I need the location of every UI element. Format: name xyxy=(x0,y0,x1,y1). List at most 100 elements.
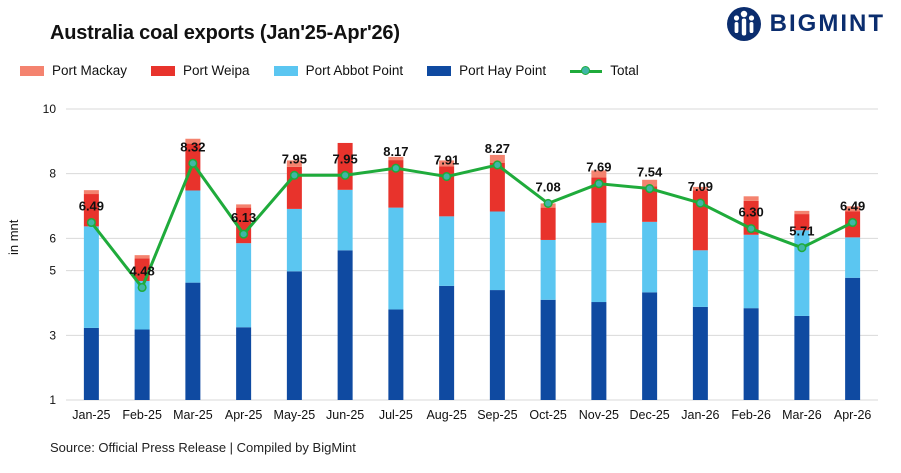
bar-port-hay-point xyxy=(134,329,150,400)
bar-port-mackay xyxy=(692,186,708,191)
bar-port-abbot-point xyxy=(794,230,810,316)
total-point xyxy=(239,229,249,239)
y-tick-label: 5 xyxy=(49,264,56,278)
legend-item-port-abbot-point: Port Abbot Point xyxy=(273,63,404,78)
brand-logo: BIGMINT xyxy=(726,6,885,42)
bar-port-mackay xyxy=(134,255,150,259)
total-data-label: 7.69 xyxy=(586,160,611,175)
total-point xyxy=(695,198,705,208)
total-data-label: 6.30 xyxy=(738,205,763,220)
y-tick-label: 3 xyxy=(49,328,56,342)
y-tick-label: 8 xyxy=(49,167,56,181)
total-point xyxy=(391,163,401,173)
bar-port-abbot-point xyxy=(388,207,404,310)
brand-name: BIGMINT xyxy=(769,10,885,37)
bar-port-abbot-point xyxy=(743,234,759,309)
total-point xyxy=(848,217,858,228)
bar-port-abbot-point xyxy=(439,216,455,286)
chart-legend: Port Mackay Port Weipa Port Abbot Point Por… xyxy=(20,63,663,78)
y-tick-label: 6 xyxy=(49,231,56,245)
total-point xyxy=(746,224,756,234)
bar-port-mackay xyxy=(83,190,99,195)
x-tick-label: Mar-25 xyxy=(173,408,213,422)
bar-port-abbot-point xyxy=(489,211,505,291)
bar-port-weipa xyxy=(489,162,505,212)
total-data-label: 5.71 xyxy=(789,224,814,239)
total-point xyxy=(340,170,350,180)
bar-port-mackay xyxy=(439,160,455,167)
total-data-label: 7.91 xyxy=(434,153,459,168)
bar-port-mackay xyxy=(236,204,252,208)
total-data-label: 6.13 xyxy=(231,210,256,225)
total-data-label: 6.49 xyxy=(840,198,865,213)
bar-port-hay-point xyxy=(286,271,302,400)
x-tick-label: Nov-25 xyxy=(579,408,619,422)
legend-item-port-mackay: Port Mackay xyxy=(20,63,127,78)
x-tick-label: Feb-25 xyxy=(122,408,162,422)
bar-port-mackay xyxy=(286,160,302,167)
x-tick-label: Apr-25 xyxy=(225,408,263,422)
bar-port-weipa xyxy=(337,142,353,190)
source-note: Source: Official Press Release | Compile… xyxy=(50,440,356,455)
bar-port-hay-point xyxy=(236,327,252,400)
legend-swatch-total xyxy=(570,65,603,76)
bar-port-abbot-point xyxy=(134,281,150,330)
x-tick-label: Jan-25 xyxy=(72,408,110,422)
bar-port-abbot-point xyxy=(591,222,607,303)
bar-port-mackay xyxy=(642,179,658,187)
bar-port-abbot-point xyxy=(642,221,658,293)
x-tick-label: Aug-25 xyxy=(426,408,466,422)
x-tick-label: May-25 xyxy=(274,408,316,422)
x-tick-label: Mar-26 xyxy=(782,408,822,422)
bar-port-hay-point xyxy=(794,315,810,400)
total-point xyxy=(543,198,553,208)
x-tick-label: Jun-25 xyxy=(326,408,364,422)
x-tick-label: Jan-26 xyxy=(681,408,719,422)
bigmint-logo-icon xyxy=(726,7,761,41)
legend-swatch-port-mackay xyxy=(20,65,44,76)
bar-port-abbot-point xyxy=(185,190,201,283)
bar-port-hay-point xyxy=(388,309,404,400)
bar-port-abbot-point xyxy=(692,250,708,307)
total-data-label: 8.17 xyxy=(383,144,408,159)
bar-port-hay-point xyxy=(845,277,861,400)
total-data-label: 7.95 xyxy=(332,151,357,166)
y-tick-label: 10 xyxy=(43,102,57,116)
legend-swatch-port-weipa xyxy=(151,65,176,76)
total-point xyxy=(188,158,198,168)
total-point xyxy=(594,179,604,189)
bar-port-hay-point xyxy=(692,306,708,400)
y-tick-label: 1 xyxy=(49,393,56,407)
legend-item-port-hay-point: Port Hay Point xyxy=(427,63,546,78)
bar-port-hay-point xyxy=(83,327,99,400)
bar-port-weipa xyxy=(794,214,810,231)
bar-port-weipa xyxy=(642,186,658,222)
legend-swatch-port-abbot-point xyxy=(273,65,298,76)
bar-port-mackay xyxy=(743,196,759,201)
bar-port-hay-point xyxy=(642,292,658,400)
x-tick-label: Oct-25 xyxy=(529,408,567,422)
legend-label: Port Hay Point xyxy=(459,63,547,78)
total-data-label: 8.27 xyxy=(485,141,510,156)
total-point xyxy=(442,172,452,182)
legend-item-port-weipa: Port Weipa xyxy=(151,63,250,78)
legend-label: Port Abbot Point xyxy=(305,63,404,78)
bar-port-abbot-point xyxy=(236,243,252,328)
bar-port-mackay xyxy=(388,156,404,161)
legend-label: Total xyxy=(610,63,639,78)
bar-port-weipa xyxy=(540,207,556,240)
bar-port-abbot-point xyxy=(83,226,99,328)
legend-label: Port Weipa xyxy=(183,63,250,78)
total-data-label: 8.32 xyxy=(180,139,205,154)
bar-port-abbot-point xyxy=(286,208,302,272)
total-data-label: 7.08 xyxy=(535,179,560,194)
x-tick-label: Apr-26 xyxy=(834,408,872,422)
x-tick-label: Jul-25 xyxy=(379,408,413,422)
bar-port-weipa xyxy=(591,177,607,223)
total-data-label: 4.48 xyxy=(129,263,154,278)
bar-port-hay-point xyxy=(540,299,556,400)
bar-port-weipa xyxy=(83,194,99,227)
total-data-label: 7.09 xyxy=(688,179,713,194)
bar-port-mackay xyxy=(794,210,810,215)
